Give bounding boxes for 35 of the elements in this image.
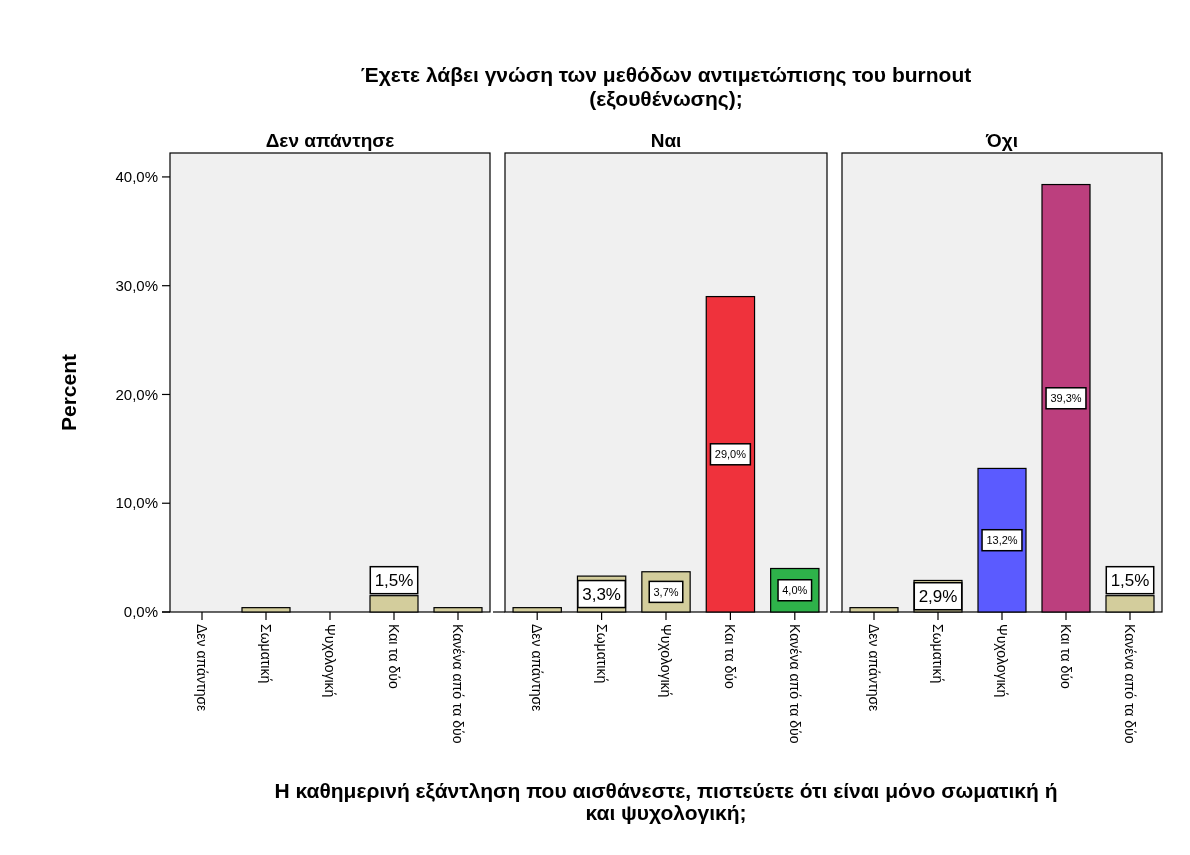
data-label: 39,3% xyxy=(1050,392,1082,405)
x-tick-label: Και τα δύο xyxy=(722,624,739,690)
y-tick-label: 10,0% xyxy=(115,494,158,512)
x-tick-label: Ψυχολογική xyxy=(322,624,339,698)
x-tick-label: Και τα δύο xyxy=(1058,624,1075,690)
x-tick-label: Ψυχολογική xyxy=(994,624,1011,698)
x-tick-label: Σωματική xyxy=(930,624,947,684)
chart-title: Δεν απάντησε xyxy=(265,130,395,151)
data-label: 13,2% xyxy=(986,534,1018,547)
y-tick-label: 20,0% xyxy=(115,385,158,403)
data-label: 29,0% xyxy=(714,448,747,461)
x-axis-title: Η καθημερινή εξάντληση που αισθάνεστε, πιστεύετε ότι είναι μόνο σωματική ή και ψυχολογική; xyxy=(274,779,1058,824)
x-tick-label: Σωματική xyxy=(593,624,610,684)
x-tick-label: Δεν απάντησε xyxy=(194,624,211,712)
x-tick-label: Δεν απάντησε xyxy=(529,624,546,712)
y-tick-label: 30,0% xyxy=(115,276,158,294)
x-tick-label: Κανένα από τα δύο xyxy=(450,624,467,744)
chart-title: Όχι xyxy=(985,130,1018,151)
x-tick-label: Ψυχολογική xyxy=(658,624,675,698)
x-tick-label: Κανένα από τα δύο xyxy=(786,624,803,744)
data-label: 4,0% xyxy=(782,584,808,597)
y-tick-label: 40,0% xyxy=(115,168,158,186)
y-axis-title: Percent xyxy=(57,353,80,432)
x-tick-label: Κανένα από τα δύο xyxy=(1122,624,1139,744)
data-label: 3,7% xyxy=(653,585,679,598)
data-label: 1,5% xyxy=(374,571,414,591)
x-tick-label: Σωματική xyxy=(258,624,275,684)
y-tick-label: 0,0% xyxy=(123,603,158,621)
data-label: 3,3% xyxy=(582,585,621,605)
data-label: 2,9% xyxy=(918,587,958,607)
text: Έχετε λάβει γνώση των μεθόδων αντιμετώπισης του burnout (εξουθένωσης); xyxy=(360,63,972,111)
x-tick-label: Και τα δύο xyxy=(386,624,403,690)
data-label: 1,5% xyxy=(1110,571,1150,591)
x-tick-label: Δεν απάντησε xyxy=(866,624,883,712)
chart-title: Ναι xyxy=(650,130,682,151)
